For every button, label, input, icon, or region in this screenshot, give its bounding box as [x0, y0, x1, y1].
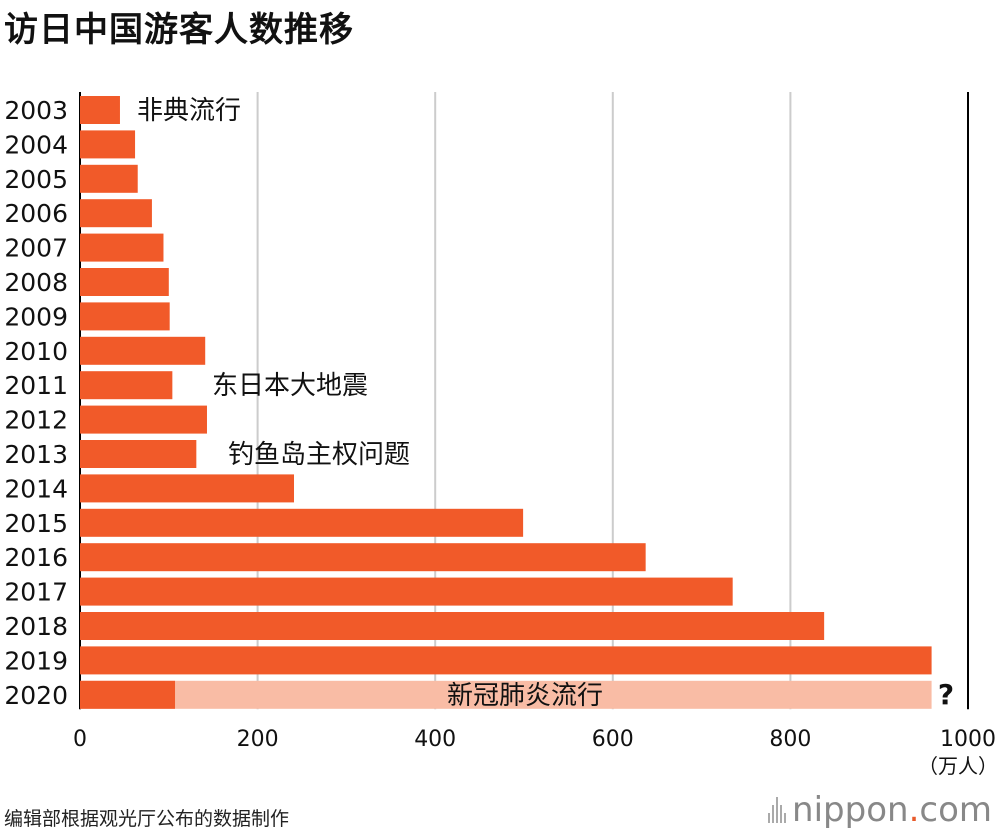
year-label-2009: 2009 — [4, 302, 68, 331]
year-label-2017: 2017 — [4, 578, 68, 607]
year-label-2014: 2014 — [4, 474, 68, 503]
gridlines — [79, 92, 969, 710]
year-label-2010: 2010 — [4, 337, 68, 366]
annotation-2013-2: 钓鱼岛主权问题 — [228, 440, 410, 470]
nippon-logo: nippon.com — [768, 790, 992, 830]
year-label-2012: 2012 — [4, 406, 68, 435]
year-label-2006: 2006 — [4, 199, 68, 228]
x-tick-label-800: 800 — [769, 727, 811, 752]
year-label-2005: 2005 — [4, 165, 68, 194]
annotation-2020-4: ? — [938, 678, 954, 711]
x-tick-labels: 0 200 400 600 800 1000 — [73, 727, 996, 752]
bars — [80, 96, 932, 709]
bar-2004 — [80, 130, 136, 159]
projection-bar-2020 — [80, 680, 932, 709]
logo-bars-icon — [768, 797, 787, 823]
bar-2010 — [80, 336, 206, 365]
bar-2016 — [80, 543, 646, 572]
bar-2005 — [80, 164, 138, 193]
year-label-2016: 2016 — [4, 543, 68, 572]
bar-2020 — [80, 680, 176, 709]
bar-2007 — [80, 233, 164, 262]
bar-2017 — [80, 577, 733, 606]
chart-title: 访日中国游客人数推移 — [4, 10, 354, 50]
x-tick-label-200: 200 — [237, 727, 279, 752]
year-label-2020: 2020 — [4, 681, 68, 710]
bar-2011 — [80, 371, 173, 400]
bar-2019 — [80, 646, 932, 675]
bar-2018 — [80, 612, 825, 640]
annotation-2011-1: 东日本大地震 — [212, 371, 368, 401]
year-labels: 2003 2004 2005 2006 2007 2008 2009 2010 2011 2012… — [4, 96, 68, 710]
x-tick-label-1000: 1000 — [940, 727, 996, 752]
x-tick-label-400: 400 — [414, 727, 456, 752]
bar-2008 — [80, 268, 169, 296]
year-label-2018: 2018 — [4, 612, 68, 641]
year-label-2015: 2015 — [4, 509, 68, 538]
year-label-2011: 2011 — [4, 371, 68, 400]
source-note: 编辑部根据观光厅公布的数据制作 — [4, 808, 290, 830]
bar-2006 — [80, 199, 152, 228]
year-label-2013: 2013 — [4, 440, 68, 469]
unit-label: （万人） — [918, 754, 998, 778]
year-label-2019: 2019 — [4, 646, 68, 675]
year-label-2008: 2008 — [4, 268, 68, 297]
bar-2003 — [80, 96, 120, 124]
x-tick-label-600: 600 — [592, 727, 634, 752]
year-label-2007: 2007 — [4, 234, 68, 263]
x-tick-label-0: 0 — [73, 727, 87, 752]
bar-2009 — [80, 302, 170, 331]
annotation-2020-3: 新冠肺炎流行 — [447, 681, 603, 711]
annotation-2003-0: 非典流行 — [137, 96, 241, 126]
bar-2012 — [80, 405, 207, 434]
bar-chart: 2003 2004 2005 2006 2007 2008 2009 2010 2011 2012… — [4, 92, 998, 778]
bar-2013 — [80, 440, 197, 468]
bar-2014 — [80, 474, 295, 503]
year-label-2003: 2003 — [4, 96, 68, 125]
year-label-2004: 2004 — [4, 130, 68, 159]
bar-2015 — [80, 508, 524, 537]
